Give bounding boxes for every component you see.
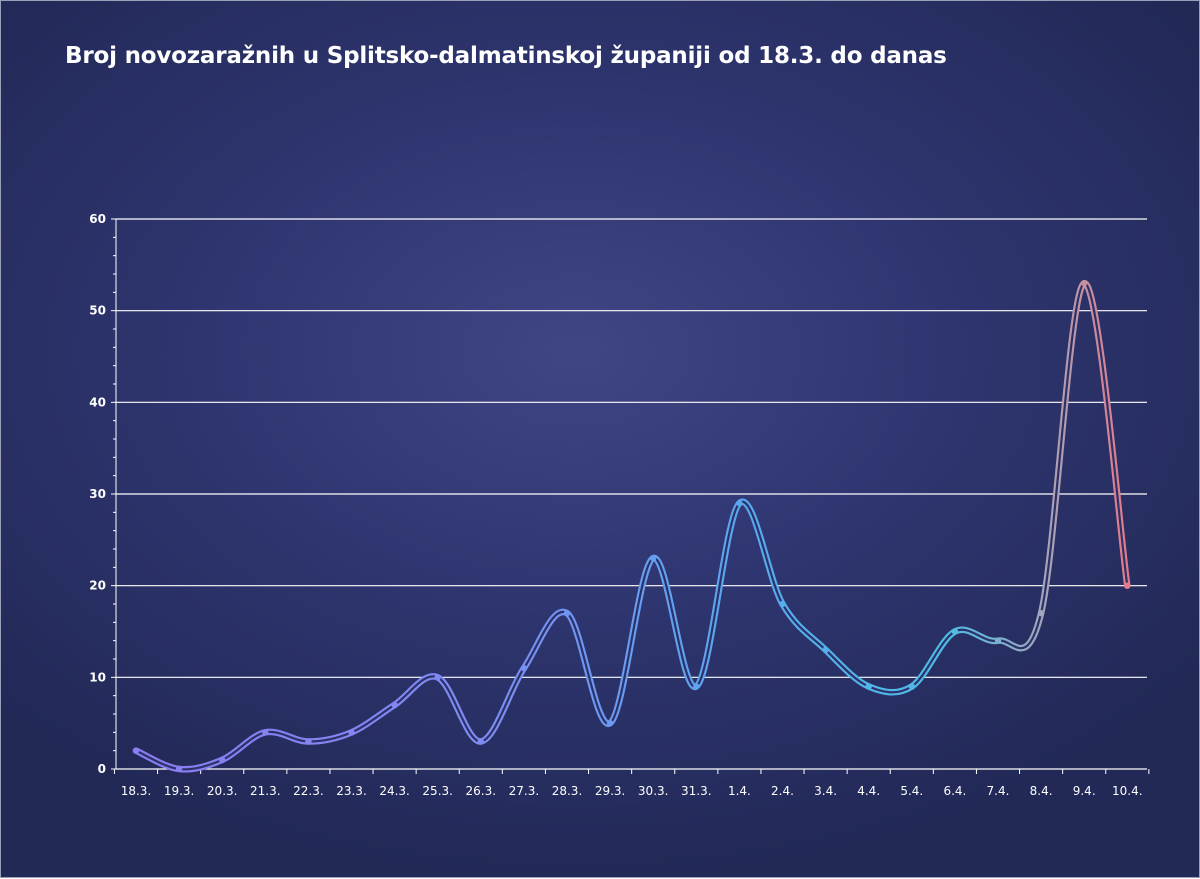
data-point (994, 637, 1002, 644)
x-tick-label: 8.4. (1030, 784, 1053, 798)
series (132, 279, 1131, 773)
data-point (736, 499, 743, 507)
y-tick-label: 20 (89, 579, 106, 593)
data-point (606, 719, 614, 727)
data-point (951, 628, 959, 635)
x-tick-label: 6.4. (943, 784, 966, 798)
x-tick-label: 2.4. (771, 784, 794, 798)
x-tick-label: 26.3. (466, 784, 497, 798)
data-point (1081, 279, 1088, 287)
data-point (348, 729, 355, 736)
x-tick-label: 4.4. (857, 784, 880, 798)
x-tick-label: 9.4. (1073, 784, 1096, 798)
x-tick-label: 1.4. (728, 784, 751, 798)
data-point (1124, 582, 1131, 589)
axes (111, 218, 1150, 774)
data-point (865, 683, 872, 690)
data-point (520, 664, 528, 672)
grid-lines (116, 218, 1147, 678)
x-tick-label: 31.3. (681, 784, 712, 798)
x-tick-label: 10.4. (1112, 784, 1143, 798)
x-tick-label: 23.3. (336, 784, 367, 798)
y-tick-label: 30 (89, 487, 106, 501)
x-tick-label: 7.4. (987, 784, 1010, 798)
data-point (132, 747, 140, 754)
data-point (650, 554, 657, 562)
series-line-inner (134, 282, 1129, 771)
data-point (477, 738, 484, 745)
data-point (219, 756, 226, 764)
data-point (1037, 609, 1045, 617)
y-tick-label: 0 (98, 762, 106, 776)
y-tick-labels: 0 10 20 30 40 50 60 (89, 212, 106, 776)
y-tick-label: 60 (89, 212, 106, 226)
x-tick-label: 3.4. (814, 784, 837, 798)
x-tick-label: 21.3. (250, 784, 281, 798)
series-line-outer (132, 279, 1131, 773)
x-tick-label: 27.3. (509, 784, 540, 798)
x-tick-label: 28.3. (552, 784, 583, 798)
data-point (262, 729, 269, 736)
data-point (779, 600, 786, 608)
x-tick-label: 19.3. (164, 784, 195, 798)
x-tick-label: 20.3. (207, 784, 238, 798)
x-tick-label: 29.3. (595, 784, 626, 798)
y-tick-label: 50 (89, 304, 106, 318)
x-tick-label: 25.3. (422, 784, 453, 798)
x-tick-label: 30.3. (638, 784, 669, 798)
data-point (175, 765, 183, 773)
data-point (305, 738, 312, 745)
x-tick-label: 22.3. (293, 784, 324, 798)
y-tick-label: 40 (89, 395, 106, 409)
data-point (434, 674, 441, 681)
x-tick-label: 18.3. (121, 784, 152, 798)
x-tick-label: 5.4. (900, 784, 923, 798)
chart-title: Broj novozaražnih u Splitsko-dalmatinsko… (65, 43, 947, 69)
x-tick-labels: 18.3. 19.3. 20.3. 21.3. 22.3. 23.3. 24.3. 25.3.… (121, 784, 1143, 798)
data-point (563, 609, 571, 617)
data-point (822, 646, 829, 654)
data-point (693, 683, 700, 690)
y-tick-label: 10 (89, 670, 106, 684)
x-tick-label: 24.3. (379, 784, 410, 798)
data-point (391, 701, 398, 709)
data-point (908, 683, 915, 690)
